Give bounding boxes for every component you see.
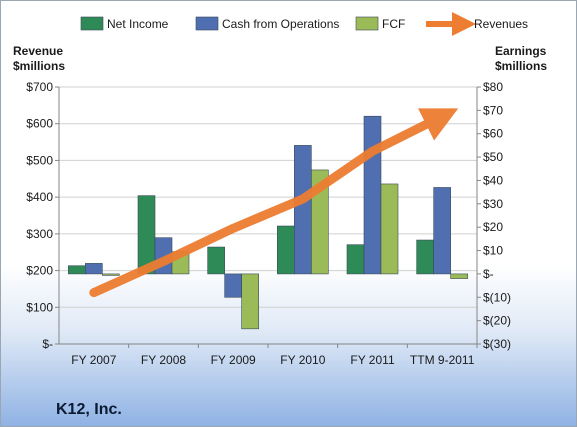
bar-fcf bbox=[380, 183, 399, 275]
right-tick-label: $70 bbox=[483, 103, 503, 117]
right-tick-label: $40 bbox=[483, 173, 503, 187]
left-tick-label: $200 bbox=[26, 264, 53, 278]
legend-label: Cash from Operations bbox=[222, 17, 339, 31]
left-tick-label: $500 bbox=[26, 153, 53, 167]
x-tick-label: FY 2011 bbox=[350, 353, 395, 367]
right-tick-label: $- bbox=[483, 267, 494, 281]
bar-fcf bbox=[241, 273, 259, 330]
left-axis-title-line2: $millions bbox=[13, 59, 65, 73]
grid-lines bbox=[59, 86, 477, 345]
left-axis-title-line1: Revenue bbox=[13, 44, 63, 58]
bar-fcf bbox=[102, 273, 120, 276]
left-tick-label: $700 bbox=[26, 80, 53, 94]
right-tick-label: $(10) bbox=[483, 290, 511, 304]
bar-net-income bbox=[277, 225, 295, 275]
left-tick-label: $300 bbox=[26, 227, 53, 241]
revenue-line bbox=[89, 108, 459, 298]
x-tick-label: FY 2009 bbox=[211, 353, 256, 367]
axes-group: $- $100 $200 $300 $400 $500 $600 $700 $(30) $(20)… bbox=[26, 80, 511, 367]
right-tick-label: $80 bbox=[483, 80, 503, 94]
x-tick-label: FY 2010 bbox=[280, 353, 325, 367]
legend-swatch-fcf bbox=[355, 16, 379, 31]
company-name: K12, Inc. bbox=[56, 401, 122, 418]
bars-group bbox=[68, 115, 468, 330]
bar-net-income bbox=[207, 246, 225, 275]
bar-fcf bbox=[450, 273, 468, 279]
left-tick-label: $600 bbox=[26, 117, 53, 131]
bar-net-income bbox=[416, 239, 434, 275]
right-tick-label: $(20) bbox=[483, 314, 511, 328]
left-tick-label: $100 bbox=[26, 300, 53, 314]
right-tick-label: $20 bbox=[483, 220, 503, 234]
right-tick-label: $50 bbox=[483, 150, 503, 164]
bar-cash-from-operations bbox=[224, 273, 242, 298]
right-tick-label: $10 bbox=[483, 244, 503, 258]
x-tick-label: FY 2007 bbox=[71, 353, 116, 367]
x-tick-label: TTM 9-2011 bbox=[410, 353, 475, 367]
left-tick-label: $400 bbox=[26, 190, 53, 204]
right-tick-label: $30 bbox=[483, 197, 503, 211]
bar-fcf bbox=[311, 169, 329, 275]
right-axis-title-line1: Earnings bbox=[495, 44, 547, 58]
bar-cash-from-operations bbox=[363, 115, 382, 275]
x-tick-label: FY 2008 bbox=[141, 353, 186, 367]
bar-net-income bbox=[68, 265, 86, 275]
right-tick-label: $(30) bbox=[483, 337, 511, 351]
legend-label: FCF bbox=[382, 17, 405, 31]
legend-swatch-cash-from-operations bbox=[195, 16, 219, 31]
revenue-line-group bbox=[89, 108, 459, 298]
right-tick-label: $60 bbox=[483, 127, 503, 141]
bar-net-income bbox=[346, 244, 365, 275]
left-tick-label: $- bbox=[42, 337, 53, 351]
right-axis-title-line2: $millions bbox=[495, 59, 547, 73]
bar-cash-from-operations bbox=[85, 263, 103, 275]
legend-label: Net Income bbox=[107, 17, 169, 31]
bar-cash-from-operations bbox=[294, 145, 312, 275]
legend-label: Revenues bbox=[474, 17, 528, 31]
bar-cash-from-operations bbox=[433, 187, 451, 275]
legend-swatch-net-income bbox=[80, 16, 104, 31]
legend: Net Income Cash from Operations FCF Revenue… bbox=[80, 12, 528, 36]
